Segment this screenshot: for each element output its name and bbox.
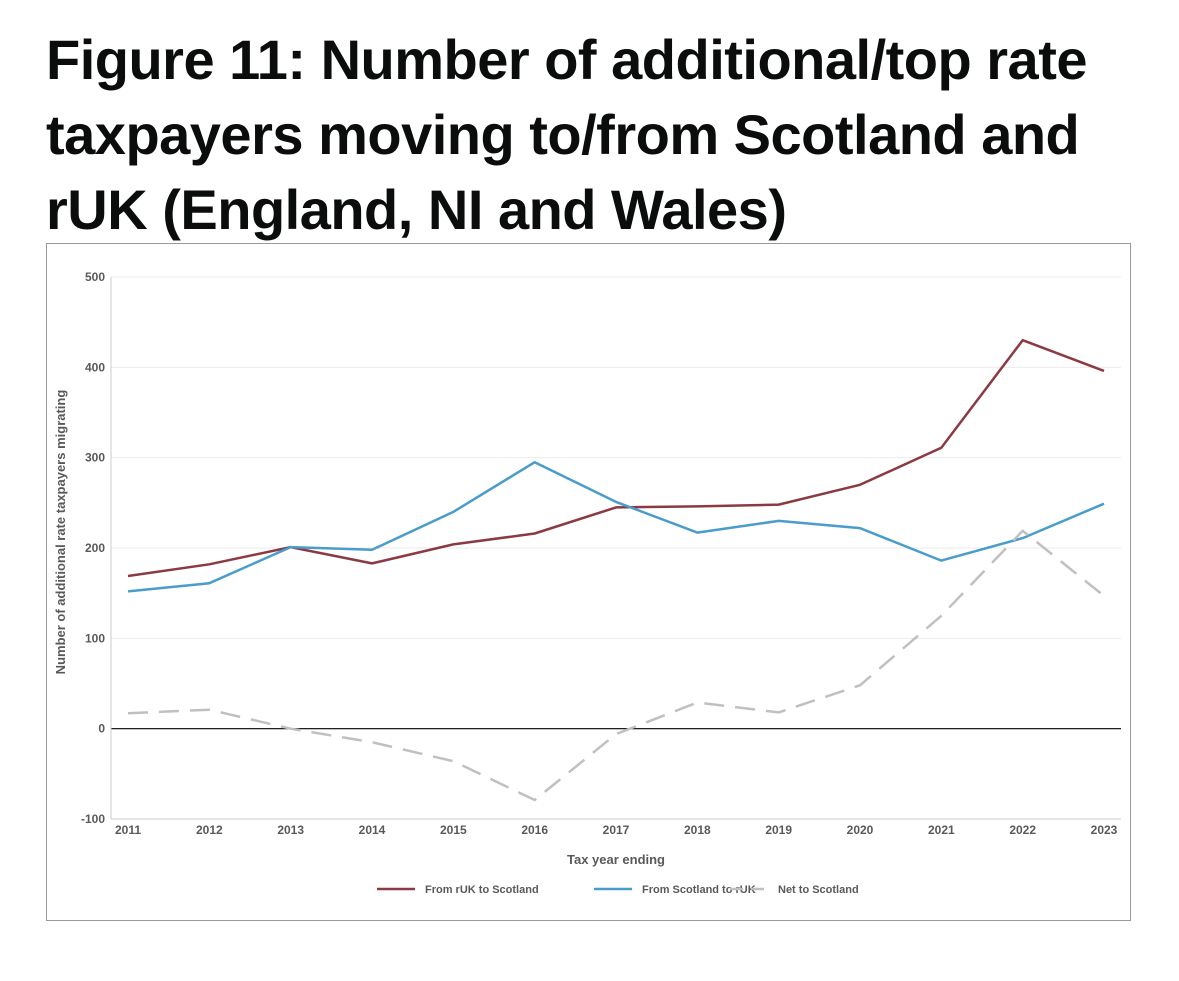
figure-title: Figure 11: Number of additional/top rate…	[46, 28, 1088, 241]
legend-label-from-ruk-to-scotland: From rUK to Scotland	[425, 884, 539, 896]
x-tick-label: 2011	[115, 823, 141, 837]
x-tick-label: 2018	[684, 823, 711, 837]
x-tick-label: 2017	[603, 823, 630, 837]
x-tick-label: 2022	[1009, 823, 1036, 837]
x-tick-label: 2015	[440, 823, 467, 837]
x-tick-label: 2020	[847, 823, 874, 837]
x-tick-label: 2013	[277, 823, 304, 837]
chart-frame: 500 400 300 200 100 0 -100 2011 2012 2013 2014 201…	[46, 243, 1131, 921]
x-tick-label: 2014	[359, 823, 386, 837]
y-tick-label: 200	[85, 541, 105, 555]
x-axis-title: Tax year ending	[567, 852, 665, 867]
y-axis-ticks: 500 400 300 200 100 0 -100	[81, 270, 105, 826]
x-tick-label: 2019	[765, 823, 792, 837]
y-tick-label: 0	[98, 722, 105, 736]
series-line-net-to-scotland	[127, 529, 1105, 802]
series-line-from-scotland-to-ruk	[127, 460, 1105, 593]
x-tick-label: 2012	[196, 823, 223, 837]
legend-label-net-to-scotland: Net to Scotland	[778, 884, 859, 896]
legend-label-from-scotland-to-ruk: From Scotland to rUK	[642, 884, 756, 896]
y-tick-label: 400	[85, 360, 105, 374]
y-tick-label: -100	[81, 812, 105, 826]
x-tick-label: 2023	[1091, 823, 1118, 837]
series-lines	[127, 338, 1105, 802]
y-axis-title: Number of additional rate taxpayers migr…	[53, 390, 68, 675]
y-tick-label: 100	[85, 631, 105, 645]
legend: From rUK to Scotland From Scotland to rUK…	[377, 884, 859, 896]
x-tick-label: 2016	[521, 823, 548, 837]
x-tick-label: 2021	[928, 823, 955, 837]
gridlines	[110, 276, 1121, 820]
y-tick-label: 300	[85, 451, 105, 465]
y-tick-label: 500	[85, 270, 105, 284]
x-axis-ticks: 2011 2012 2013 2014 2015 2016 2017 2018 2019 2020…	[115, 823, 1118, 837]
